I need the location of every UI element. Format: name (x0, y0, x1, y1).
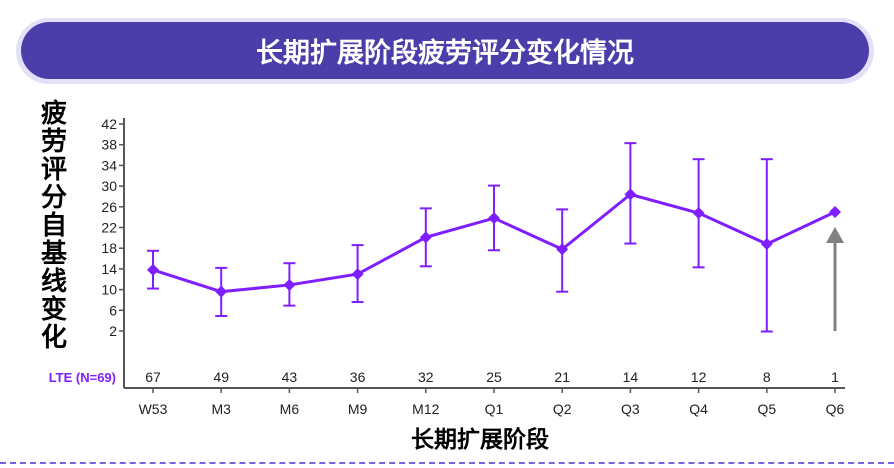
y-tick-label: 22 (101, 220, 117, 236)
n-at-risk-value: 21 (554, 369, 570, 385)
n-at-risk-value: 14 (623, 369, 639, 385)
y-tick-label: 34 (101, 157, 117, 173)
x-tick-label: M9 (348, 401, 368, 417)
y-axis-label-char: 化 (40, 323, 67, 353)
y-tick-label: 30 (101, 178, 117, 194)
y-tick-label: 10 (101, 282, 117, 298)
x-tick-label: M12 (412, 401, 439, 417)
y-axis-label-char: 评 (40, 155, 67, 185)
diamond-marker (556, 243, 569, 256)
y-axis-label-char: 劳 (40, 127, 67, 157)
diamond-marker (215, 285, 228, 298)
x-tick-label: Q5 (757, 401, 776, 417)
diamond-marker (829, 205, 841, 218)
y-axis-label-char: 疲 (40, 99, 67, 129)
data-markers (147, 188, 841, 298)
n-at-risk-value: 12 (691, 369, 707, 385)
diamond-marker (283, 278, 296, 291)
n-at-risk-value: 1 (831, 369, 839, 385)
n-at-risk-value: 8 (763, 369, 771, 385)
n-at-risk-value: 67 (145, 369, 161, 385)
n-at-risk-value: 43 (282, 369, 298, 385)
y-tick-label: 2 (109, 323, 117, 339)
x-axis-label: 长期扩展阶段 (411, 427, 549, 453)
diamond-marker (692, 207, 705, 220)
n-at-risk-label: LTE (N=69) (49, 370, 116, 385)
x-tick-label: Q1 (485, 401, 504, 417)
dashed-divider (0, 462, 894, 464)
diamond-marker (760, 238, 773, 251)
y-tick-label: 26 (101, 199, 117, 215)
x-axis: W53 M3 M6 M9 M12 Q1 Q2 Q3 Q4 Q5 Q6 (124, 387, 845, 417)
x-tick-label: M6 (280, 401, 300, 417)
x-tick-label: M3 (211, 401, 231, 417)
y-axis-label-char: 变 (40, 295, 67, 325)
n-at-risk-value: 49 (213, 369, 229, 385)
diamond-marker (419, 231, 432, 244)
diamond-marker (488, 212, 500, 225)
n-at-risk-value: 25 (486, 369, 502, 385)
n-at-risk-row: LTE (N=69) 67 49 43 36 32 25 21 14 12 8 1 (49, 369, 839, 385)
chart-title: 长期扩展阶段疲劳评分变化情况 (256, 38, 634, 69)
y-tick-label: 6 (109, 302, 117, 318)
y-tick-label: 14 (101, 261, 117, 277)
y-tick-label: 38 (101, 137, 117, 153)
title-banner: 长期扩展阶段疲劳评分变化情况 (21, 22, 869, 79)
x-tick-label: Q6 (826, 401, 845, 417)
y-axis-label-char: 线 (40, 267, 67, 297)
error-bars (147, 142, 773, 333)
n-at-risk-value: 32 (418, 369, 434, 385)
x-tick-label: Q3 (621, 401, 640, 417)
n-at-risk-value: 36 (350, 369, 366, 385)
y-axis-label-char: 自 (40, 211, 67, 241)
diamond-marker (147, 263, 159, 276)
y-axis-label-char: 基 (40, 239, 67, 269)
x-tick-label: Q4 (689, 401, 708, 417)
y-axis-label: 疲 劳 评 分 自 基 线 变 化 (36, 100, 72, 352)
x-tick-label: Q2 (553, 401, 572, 417)
y-tick-label: 42 (101, 116, 117, 132)
up-arrow-annotation (826, 227, 844, 331)
arrow-head (826, 227, 844, 243)
diamond-marker (624, 188, 637, 201)
x-tick-label: W53 (139, 401, 168, 417)
diamond-marker (351, 268, 364, 281)
y-axis-label-char: 分 (40, 183, 67, 213)
y-tick-label: 18 (101, 240, 117, 256)
